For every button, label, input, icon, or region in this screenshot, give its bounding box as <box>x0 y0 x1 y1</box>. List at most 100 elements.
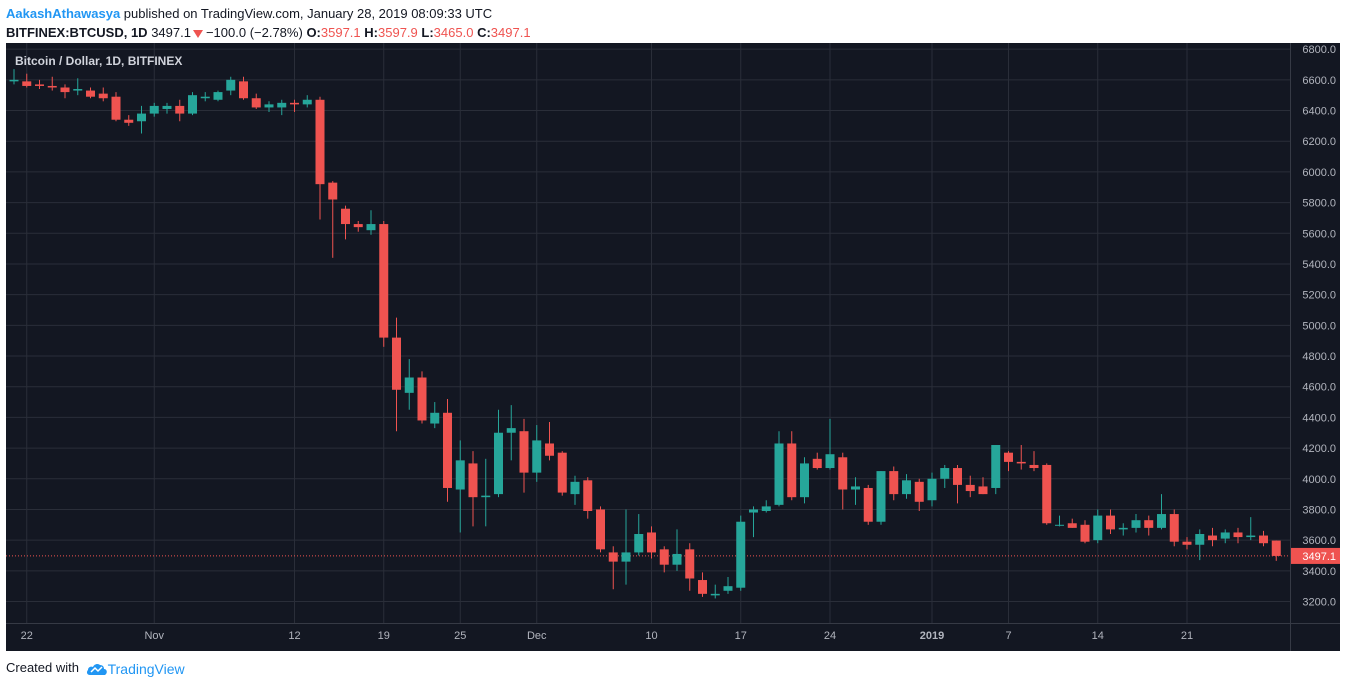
time-tick-label: 21 <box>1181 630 1193 642</box>
symbol-label: BITFINEX:BTCUSD, 1D <box>6 25 148 40</box>
candle-up <box>1220 532 1230 539</box>
candle-down <box>685 549 695 579</box>
price-tick-label: 3200.0 <box>1302 597 1336 609</box>
candle-down <box>111 96 121 120</box>
candle-down <box>47 85 57 88</box>
candle-down <box>1080 524 1090 542</box>
time-tick-label: 22 <box>21 630 33 642</box>
candle-up <box>162 105 172 109</box>
candle-up <box>570 481 580 495</box>
candle-up <box>366 224 376 231</box>
candle-down <box>978 486 988 495</box>
candle-down <box>328 182 338 200</box>
candle-down <box>1004 452 1013 462</box>
candle-down <box>239 81 248 99</box>
time-tick-label: Dec <box>527 630 547 642</box>
time-tick-label: 19 <box>378 630 390 642</box>
price-tick-label: 5800.0 <box>1302 198 1336 210</box>
candle-up <box>1195 534 1205 545</box>
candle-up <box>749 509 758 513</box>
candle-up <box>851 486 860 490</box>
candle-down <box>468 463 478 498</box>
time-tick-label: 10 <box>645 630 657 642</box>
candle-down <box>290 102 299 105</box>
price-tick-label: 6600.0 <box>1302 75 1336 87</box>
candle-up <box>1157 514 1166 528</box>
candlestick-chart[interactable]: 6800.0 6600.0 6400.0 6200.0 6000.0 5800.0 5600… <box>6 43 1340 651</box>
time-tick-label: 14 <box>1092 630 1104 642</box>
candle-down <box>914 481 924 502</box>
time-tick-label: 25 <box>454 630 466 642</box>
tradingview-logo[interactable]: TradingView <box>86 659 185 679</box>
open-label: O: <box>306 25 321 40</box>
price-change: −100.0 (−2.78%) <box>205 25 303 40</box>
tradingview-brand: TradingView <box>107 660 185 677</box>
price-tick-label: 3800.0 <box>1302 504 1336 516</box>
candle-down <box>60 87 70 93</box>
price-tick-label: 4000.0 <box>1302 474 1336 486</box>
price-tick-label: 4400.0 <box>1302 412 1336 424</box>
candle-up <box>226 79 236 91</box>
candle-down <box>1029 464 1039 469</box>
low-value: 3465.0 <box>433 25 474 40</box>
price-tick-label: 6000.0 <box>1302 167 1336 179</box>
chart-title: Bitcoin / Dollar, 1D, BITFINEX <box>15 54 182 68</box>
last-price-tag <box>1291 547 1340 564</box>
candle-up <box>188 95 197 114</box>
candle-up <box>902 480 911 495</box>
price-tick-label: 3400.0 <box>1302 566 1336 578</box>
candle-down <box>35 84 44 86</box>
candle-up <box>73 89 83 91</box>
candle-up <box>213 92 223 100</box>
candle-up <box>149 105 159 114</box>
candle-up <box>672 553 682 565</box>
candle-down <box>315 99 325 185</box>
candle-down <box>1144 520 1154 528</box>
candle-down <box>251 98 261 108</box>
close-label: C: <box>477 25 491 40</box>
candle-up <box>302 99 312 105</box>
price-tick-label: 3600.0 <box>1302 535 1336 547</box>
price-tick-label: 6800.0 <box>1302 44 1336 56</box>
candle-down <box>417 377 427 421</box>
candle-down <box>379 224 389 338</box>
author-link[interactable]: AakashAthawasya <box>6 6 121 21</box>
candle-up <box>404 377 414 393</box>
last-price-tag-label: 3497.1 <box>1302 551 1336 563</box>
open-value: 3597.1 <box>320 25 361 40</box>
candle-down <box>443 412 452 488</box>
candle-down <box>557 452 567 493</box>
candle-down <box>1042 464 1052 524</box>
header: AakashAthawasya published on TradingView… <box>6 4 1336 42</box>
candle-up <box>494 432 503 495</box>
candle-up <box>991 445 1001 488</box>
close-value: 3497.1 <box>490 25 531 40</box>
candle-up <box>634 534 644 553</box>
price-tick-label: 4200.0 <box>1302 443 1336 455</box>
candle-up <box>455 460 465 490</box>
candle-up <box>506 428 516 433</box>
candle-down <box>953 468 962 485</box>
tradingview-cloud-icon <box>86 663 107 675</box>
candle-down <box>596 509 605 550</box>
candle-down <box>1106 515 1115 530</box>
candle-up <box>723 586 733 591</box>
candle-up <box>1093 515 1103 541</box>
down-arrow-icon <box>192 29 203 38</box>
candle-up <box>1131 520 1141 528</box>
candle-up <box>9 79 19 82</box>
price-tick-label: 6200.0 <box>1302 136 1336 148</box>
candle-down <box>1259 535 1268 544</box>
candle-down <box>965 484 975 492</box>
price-tick-label: 4600.0 <box>1302 382 1336 394</box>
candle-up <box>774 443 784 505</box>
time-tick-label: 2019 <box>920 630 944 642</box>
candle-down <box>659 549 669 565</box>
chart-panel[interactable]: 6800.0 6600.0 6400.0 6200.0 6000.0 5800.0 5600… <box>6 43 1340 651</box>
candle-up <box>481 495 491 498</box>
candle-up <box>800 463 809 498</box>
candle-up <box>430 412 440 424</box>
candle-down <box>647 532 656 553</box>
time-tick-label: 17 <box>735 630 747 642</box>
time-tick-label: 12 <box>288 630 300 642</box>
